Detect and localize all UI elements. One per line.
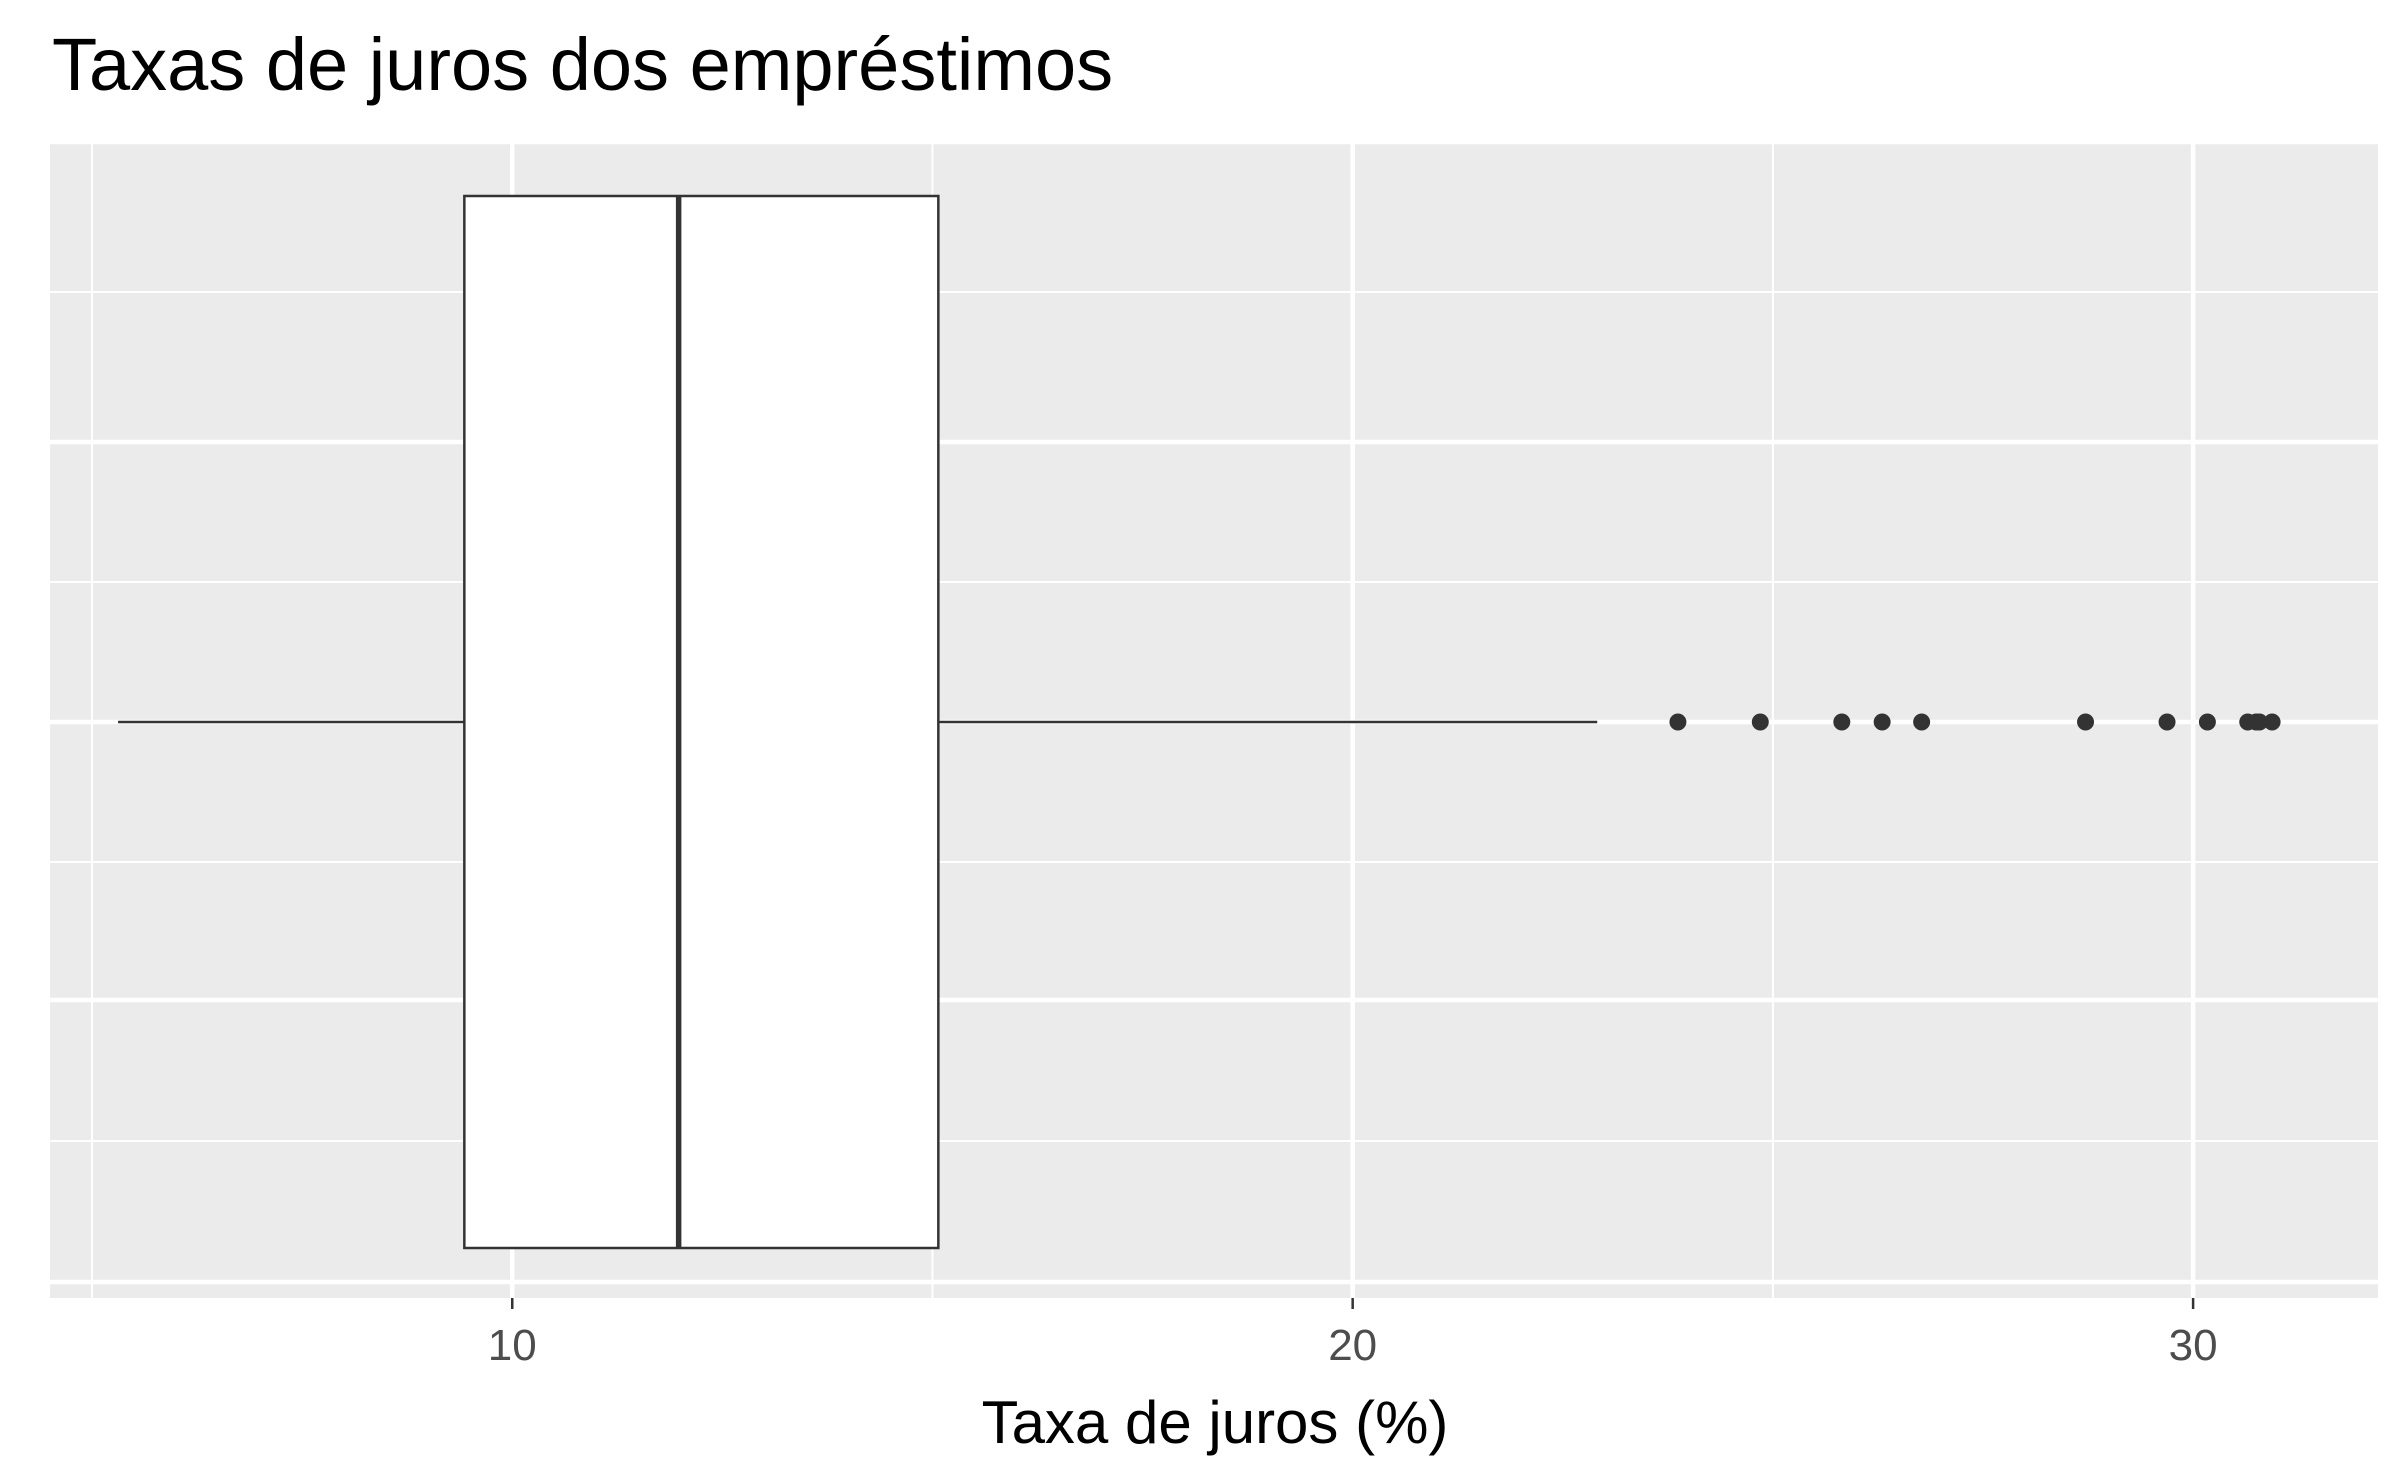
outlier-point (2158, 713, 2176, 731)
outlier-point (1873, 713, 1891, 731)
outlier-point (2198, 713, 2216, 731)
outlier-point (2250, 713, 2268, 731)
x-axis: 10 20 30 (488, 1298, 2218, 1370)
x-axis-title: Taxa de juros (%) (982, 1389, 1449, 1456)
iqr-box (463, 194, 940, 1250)
outlier-point (1751, 713, 1769, 731)
x-tick-label: 10 (488, 1321, 537, 1370)
chart-title: Taxas de juros dos empréstimos (52, 23, 1113, 106)
outlier-point (1669, 713, 1687, 731)
boxplot-marks (118, 194, 2281, 1250)
x-tick-label: 20 (1328, 1321, 1377, 1370)
outlier-point (1833, 713, 1851, 731)
outlier-point (2263, 713, 2281, 731)
outlier-point (1913, 713, 1931, 731)
outlier-point (2077, 713, 2095, 731)
x-tick-label: 30 (2169, 1321, 2218, 1370)
